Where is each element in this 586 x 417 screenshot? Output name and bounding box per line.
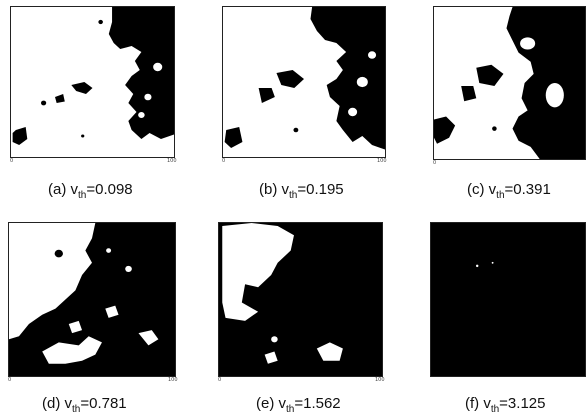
panel-b-image bbox=[222, 6, 386, 158]
panel-c-image bbox=[433, 6, 586, 160]
caption-d: (d) vth=0.781 bbox=[42, 395, 127, 415]
panel-e-tick-max: 100 bbox=[375, 377, 385, 383]
panel-f-white-specks bbox=[475, 261, 494, 268]
panel-a-black-region bbox=[12, 7, 174, 145]
panel-f-image bbox=[430, 222, 586, 377]
panel-e-image bbox=[218, 222, 383, 377]
panel-d-tick-max: 100 bbox=[168, 377, 178, 383]
caption-a: (a) vth=0.098 bbox=[48, 181, 133, 201]
panel-b-black-region bbox=[224, 7, 385, 150]
panel-a-tick-origin: 0 bbox=[10, 158, 14, 164]
panel-b-tick-origin: 0 bbox=[222, 158, 226, 164]
panel-e-white-region bbox=[222, 223, 343, 364]
panel-a-tick-max: 100 bbox=[167, 158, 177, 164]
panel-c-black-region bbox=[434, 7, 585, 159]
panel-d-image bbox=[8, 222, 176, 377]
panel-e-tick-origin: 0 bbox=[218, 377, 222, 383]
panel-d-white-region bbox=[9, 223, 159, 364]
panel-a-image bbox=[10, 6, 175, 158]
caption-e: (e) vth=1.562 bbox=[256, 395, 341, 415]
panel-d-tick-origin: 0 bbox=[8, 377, 12, 383]
panel-c-tick-origin: 0 bbox=[433, 160, 437, 166]
caption-c: (c) vth=0.391 bbox=[467, 181, 551, 201]
panel-b-tick-max: 100 bbox=[377, 158, 387, 164]
caption-b: (b) vth=0.195 bbox=[259, 181, 344, 201]
caption-f: (f) vth=3.125 bbox=[465, 395, 546, 415]
